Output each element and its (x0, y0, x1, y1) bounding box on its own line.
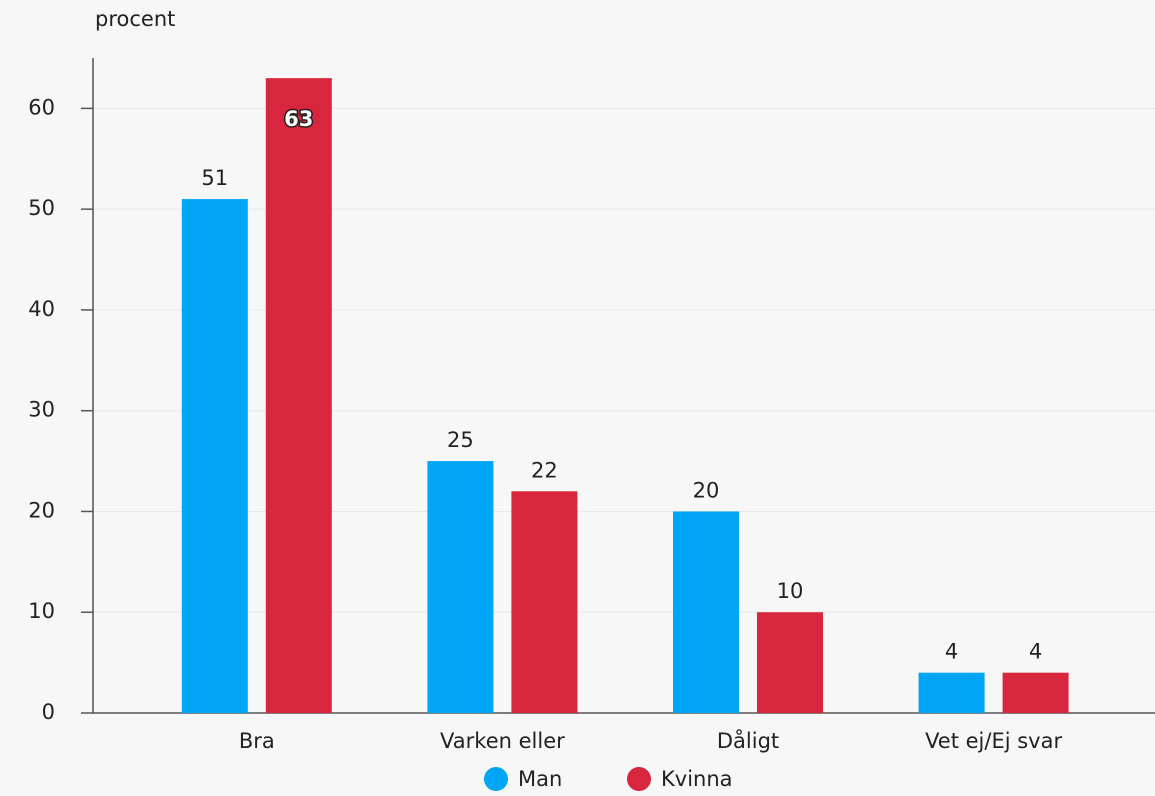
bar (427, 461, 494, 713)
x-tick-label: Varken eller (440, 729, 565, 753)
y-tick-label: 10 (28, 599, 55, 623)
bar (673, 511, 739, 713)
x-tick-label: Dåligt (717, 728, 779, 753)
legend-marker (627, 767, 651, 791)
bar (1002, 672, 1069, 713)
data-label: 51 (201, 166, 228, 190)
x-tick-label: Vet ej/Ej svar (925, 729, 1062, 753)
y-tick-label: 20 (28, 498, 55, 522)
data-label: 4 (945, 640, 958, 664)
data-label: 22 (531, 458, 558, 482)
y-tick-label: 40 (28, 297, 55, 321)
bar (265, 78, 332, 713)
x-tick-label: Bra (239, 729, 275, 753)
y-axis-label: procent (95, 7, 175, 31)
bar (181, 199, 248, 714)
bar (918, 672, 985, 713)
data-label: 10 (777, 579, 804, 603)
data-label: 25 (447, 428, 474, 452)
y-tick-label: 0 (42, 700, 55, 724)
bar (757, 612, 823, 713)
legend-label: Man (518, 767, 562, 791)
y-tick-label: 60 (28, 95, 55, 119)
bar (511, 491, 578, 713)
legend-label: Kvinna (661, 767, 733, 791)
y-tick-label: 50 (28, 196, 55, 220)
data-label: 63 (284, 107, 313, 131)
data-label: 4 (1029, 640, 1042, 664)
legend-marker (484, 767, 508, 791)
y-tick-label: 30 (28, 398, 55, 422)
data-label: 20 (693, 478, 720, 502)
